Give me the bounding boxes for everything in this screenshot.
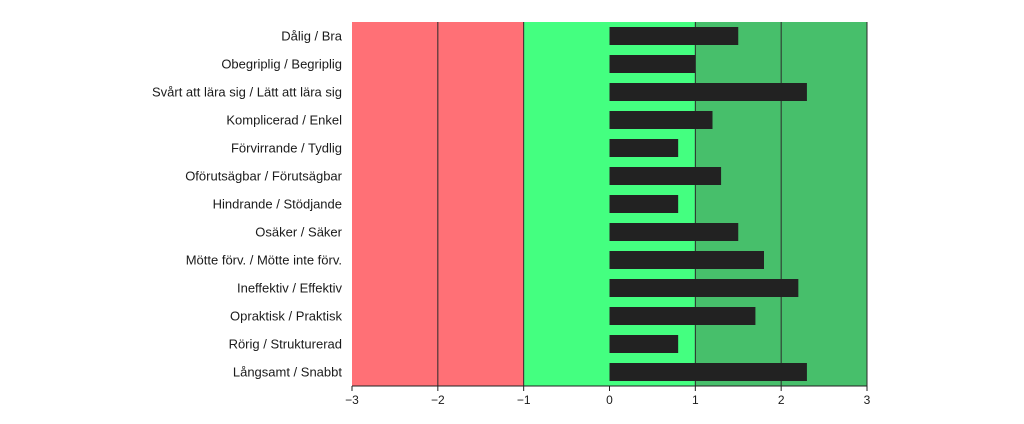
bar <box>609 251 764 269</box>
category-label: Obegriplig / Begriplig <box>221 57 342 72</box>
category-label: Opraktisk / Praktisk <box>230 309 342 324</box>
x-tick-label: 3 <box>864 393 871 407</box>
bar <box>609 27 739 45</box>
category-label: Hindrande / Stödjande <box>213 197 342 212</box>
bar <box>609 139 679 157</box>
bar <box>609 335 679 353</box>
gridlines <box>437 22 868 386</box>
category-label: Långsamt / Snabbt <box>233 365 343 380</box>
x-tick-label: −3 <box>345 393 359 407</box>
category-label: Dålig / Bra <box>281 29 342 44</box>
category-label: Rörig / Strukturerad <box>229 337 342 352</box>
category-label: Oförutsägbar / Förutsägbar <box>185 169 342 184</box>
x-tick-label: −2 <box>431 393 445 407</box>
category-label: Svårt att lära sig / Lätt att lära sig <box>152 85 342 100</box>
category-label: Osäker / Säker <box>255 225 342 240</box>
x-tick-label: −1 <box>517 393 531 407</box>
bar <box>609 111 713 129</box>
bar <box>609 223 739 241</box>
x-tick-label: 1 <box>692 393 699 407</box>
bar <box>609 363 807 381</box>
x-tick-label: 2 <box>778 393 785 407</box>
category-label: Mötte förv. / Mötte inte förv. <box>186 253 342 268</box>
bar <box>609 307 756 325</box>
category-labels: Dålig / Bra Obegriplig / Begriplig Svårt a… <box>152 29 343 380</box>
bar <box>609 55 696 73</box>
bar <box>609 195 679 213</box>
category-label: Ineffektiv / Effektiv <box>237 281 343 296</box>
category-label: Komplicerad / Enkel <box>226 113 342 128</box>
bar <box>609 279 799 297</box>
bar <box>609 83 807 101</box>
category-label: Förvirrande / Tydlig <box>231 141 342 156</box>
x-tick-label: 0 <box>606 393 613 407</box>
bar <box>609 167 722 185</box>
x-axis: −3 −2 −1 0 1 2 3 <box>345 385 871 407</box>
bars <box>609 27 807 381</box>
